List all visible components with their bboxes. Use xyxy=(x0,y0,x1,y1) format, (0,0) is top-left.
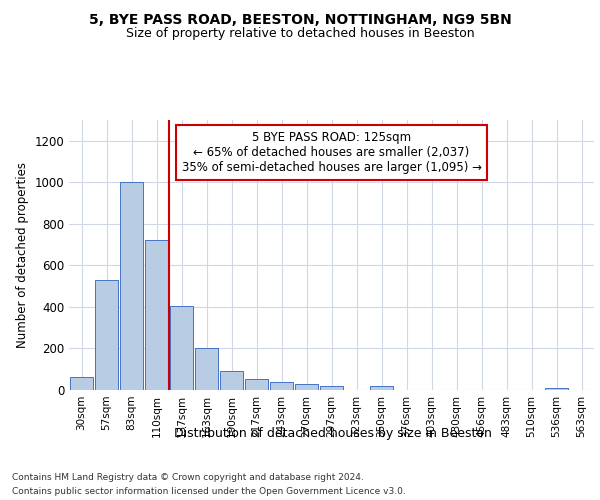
Bar xyxy=(194,348,218,390)
Text: Size of property relative to detached houses in Beeston: Size of property relative to detached ho… xyxy=(125,28,475,40)
Text: Contains public sector information licensed under the Open Government Licence v3: Contains public sector information licen… xyxy=(12,488,406,496)
Text: Contains HM Land Registry data © Crown copyright and database right 2024.: Contains HM Land Registry data © Crown c… xyxy=(12,472,364,482)
Bar xyxy=(95,280,118,390)
Bar xyxy=(545,388,568,390)
Bar xyxy=(119,182,143,390)
Text: 5, BYE PASS ROAD, BEESTON, NOTTINGHAM, NG9 5BN: 5, BYE PASS ROAD, BEESTON, NOTTINGHAM, N… xyxy=(89,12,511,26)
Y-axis label: Number of detached properties: Number of detached properties xyxy=(16,162,29,348)
Bar xyxy=(269,382,293,390)
Bar xyxy=(145,240,169,390)
Bar xyxy=(220,372,244,390)
Bar xyxy=(170,306,193,390)
Bar xyxy=(370,386,394,390)
Bar xyxy=(320,386,343,390)
Text: Distribution of detached houses by size in Beeston: Distribution of detached houses by size … xyxy=(174,428,492,440)
Bar xyxy=(70,376,94,390)
Text: 5 BYE PASS ROAD: 125sqm
← 65% of detached houses are smaller (2,037)
35% of semi: 5 BYE PASS ROAD: 125sqm ← 65% of detache… xyxy=(182,131,482,174)
Bar xyxy=(245,378,268,390)
Bar xyxy=(295,384,319,390)
